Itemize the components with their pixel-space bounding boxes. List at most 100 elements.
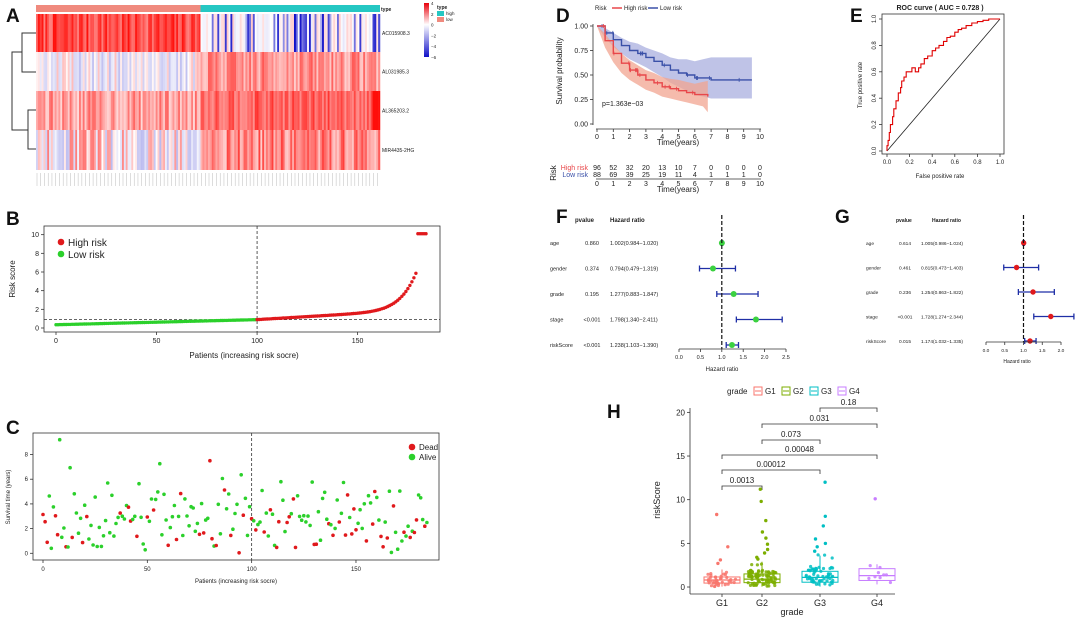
alive-point [224, 507, 229, 511]
heatmap-cell [342, 52, 345, 91]
heatmap-cell [49, 52, 52, 91]
alive-point [418, 496, 423, 500]
heatmap-cell [148, 91, 151, 130]
risk-table-cell: 4 [693, 172, 697, 179]
heatmap-cell [254, 14, 257, 52]
colorbar-tick: −4 [431, 44, 437, 49]
alive-point [329, 522, 333, 527]
heatmap-cell [144, 130, 147, 170]
row-label-grade: grade [550, 292, 564, 298]
heatmap-cell [144, 52, 147, 91]
risk-table-cell: 20 [642, 165, 650, 172]
row-pvalue: 0.015 [899, 339, 911, 345]
heatmap-cell [239, 14, 242, 52]
heatmap-cell [337, 130, 340, 170]
heatmap-cell [323, 91, 327, 130]
x-tick-label: 0.5 [1001, 348, 1008, 354]
heatmap-cell [365, 14, 368, 52]
heatmap-cell [202, 91, 205, 130]
heatmap-cell [308, 52, 312, 91]
heatmap-cell [308, 91, 312, 130]
heatmap-cell [254, 52, 257, 91]
row-hazard-ratio: 1.728(1.274−2.344) [921, 315, 963, 321]
heatmap-cell [165, 14, 168, 52]
heatmap-cell [286, 130, 289, 170]
heatmap-cell [265, 130, 269, 170]
heatmap-cell [135, 91, 138, 130]
heatmap-cell [370, 130, 373, 170]
box-g2 [743, 573, 781, 584]
row-hazard-ratio: 1.002(0.984−1.020) [610, 241, 658, 247]
alive-point [141, 542, 145, 546]
heatmap-cell [105, 52, 108, 91]
dead-point [178, 491, 183, 496]
alive-point [57, 437, 62, 442]
heatmap-cell [54, 91, 57, 130]
heatmap-cell [49, 130, 52, 170]
heatmap-cells [36, 14, 381, 170]
panel-label-b: B [6, 209, 20, 230]
heatmap-cell [292, 52, 295, 91]
status-points [41, 437, 429, 555]
heatmap-cell [254, 91, 257, 130]
heatmap-cell [245, 14, 248, 52]
legend-swatch-g2 [781, 386, 791, 396]
y-tick-label: 0.75 [574, 48, 588, 55]
colorbar [424, 3, 429, 57]
heatmap-cell [56, 52, 59, 91]
heatmap-cell [271, 52, 274, 91]
heatmap-cell [301, 14, 304, 52]
heatmap-cell [50, 52, 54, 91]
type-legend-title: type [437, 5, 448, 11]
y-axis-label: riskScore [652, 481, 662, 519]
heatmap-cell [138, 52, 141, 91]
heatmap-cell [75, 130, 78, 170]
axes: 0 5 10 15 20 G1 G2 G3 G4 [676, 408, 895, 608]
heatmap-cell [376, 91, 379, 130]
heatmap-cell [280, 91, 284, 130]
dead-point [237, 551, 241, 555]
x-tick-label: 3 [644, 134, 648, 141]
heatmap-cell [84, 91, 87, 130]
heatmap-cell [325, 130, 328, 170]
heatmap-cell [271, 14, 274, 52]
alive-point [130, 517, 135, 522]
heatmap-cell [312, 130, 315, 170]
heatmap-cell [228, 91, 231, 130]
colorbar-tick: 2 [431, 12, 434, 17]
x-tick-label: 6 [693, 134, 697, 141]
risk-table-label: Risk [549, 164, 558, 181]
dead-point [285, 520, 289, 525]
jitter-point [888, 580, 893, 585]
risk-point [412, 276, 416, 280]
heatmap-cell [284, 14, 287, 52]
heatmap-cell [183, 91, 186, 130]
heatmap-cell [265, 91, 269, 130]
alive-point [306, 514, 310, 518]
alive-point [66, 545, 70, 549]
heatmap-cell [176, 52, 179, 91]
panel-a-heatmap: type AC015908.3 AL031985.3 AL365203.2 MIR44… [11, 1, 455, 186]
heatmap-cell [80, 130, 83, 170]
jitter-point [816, 574, 820, 578]
heatmap-cell [114, 52, 117, 91]
alive-point [199, 501, 204, 506]
dead-point [287, 515, 292, 519]
heatmap-cell [116, 14, 119, 52]
heatmap-cell [62, 14, 65, 52]
heatmap-cell [353, 14, 356, 52]
heatmap-cell [286, 14, 289, 52]
x-tick-label: 0.0 [983, 348, 990, 354]
heatmap-cell [123, 52, 126, 91]
row-label-al031985-3: AL031985.3 [382, 70, 409, 76]
alive-point [322, 490, 327, 495]
outlier-point [764, 518, 768, 523]
heatmap-cell [230, 130, 233, 170]
heatmap-cell [196, 130, 199, 170]
heatmap-cell [114, 130, 117, 170]
panel-label-d: D [556, 6, 570, 27]
heatmap-cell [273, 130, 276, 170]
heatmap-cell [161, 91, 164, 130]
heatmap-cell [112, 52, 115, 91]
y-tick-label: 2 [35, 307, 39, 314]
